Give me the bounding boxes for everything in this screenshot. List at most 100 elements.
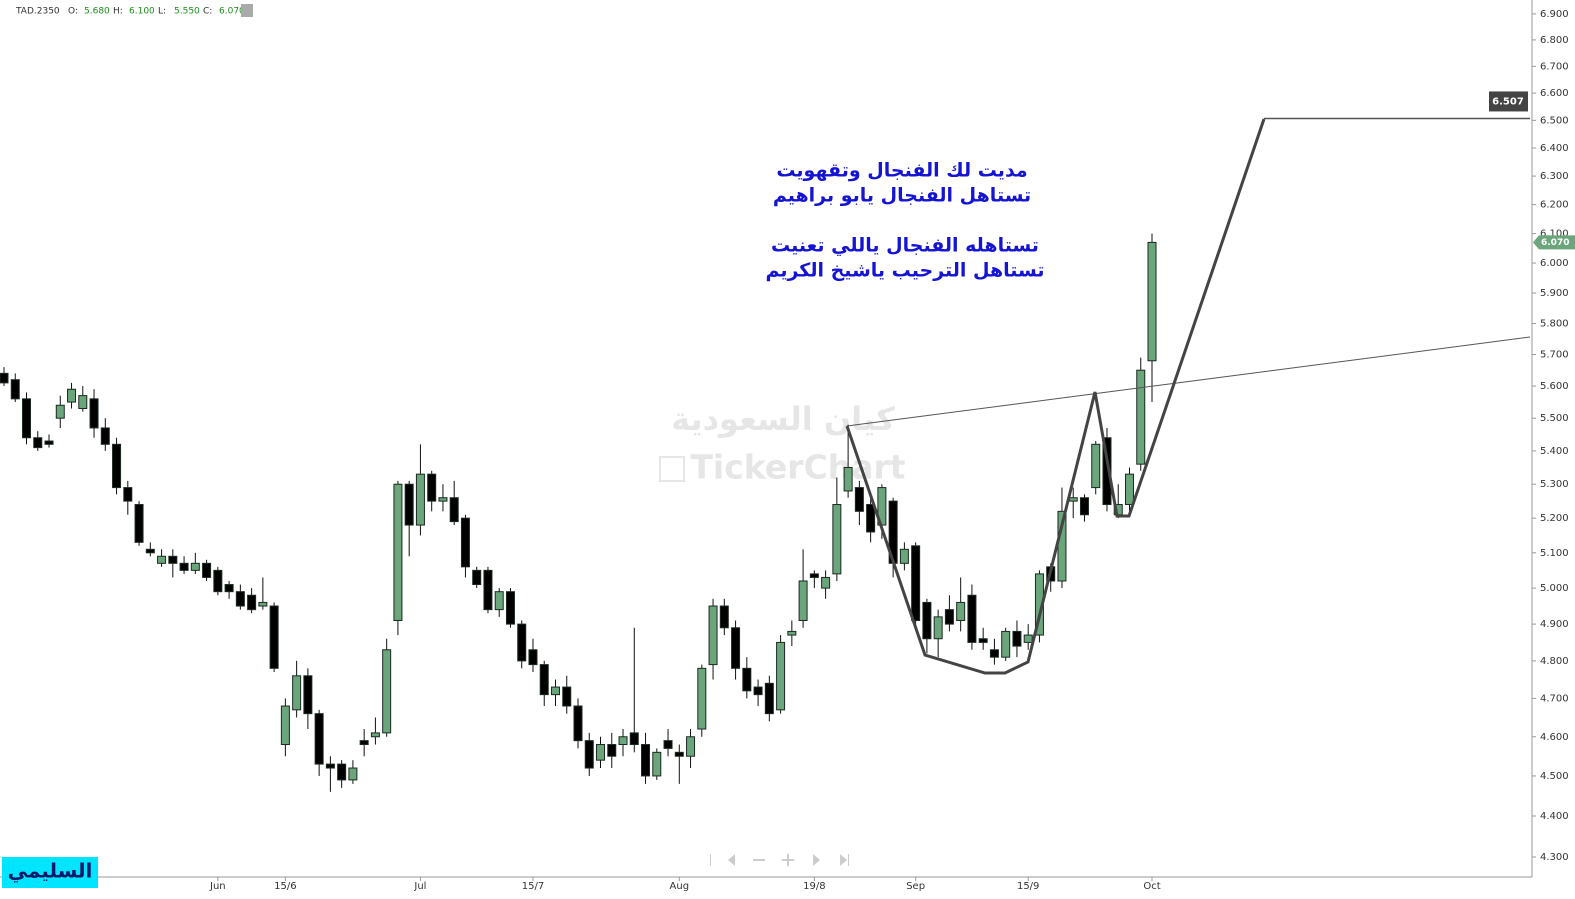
candle-body-down (168, 555, 178, 564)
legend-value: 5.550 (174, 7, 200, 17)
candle-body-down (1012, 630, 1022, 647)
candle-body-up (258, 601, 268, 607)
candle-body-up (1068, 497, 1078, 502)
candle-body-down (449, 497, 459, 523)
y-tick-label: 5.900 (1540, 288, 1569, 299)
candle-body-down (922, 601, 932, 640)
candle-body-up (697, 667, 707, 730)
candle-body-down (562, 686, 572, 707)
candle-body-down (731, 627, 741, 669)
logo: السليمي (8, 859, 93, 884)
candle-body-up (438, 497, 448, 502)
y-tick-label: 4.300 (1540, 852, 1569, 863)
candle-body-up (933, 616, 943, 640)
y-tick-label: 4.500 (1540, 771, 1569, 782)
candle-body-down (663, 740, 673, 749)
candle-body-down (719, 605, 729, 629)
candle-body-up (78, 395, 88, 409)
candle-body-up (415, 473, 425, 526)
candle-body-down (854, 487, 864, 512)
candle-body-down (314, 713, 324, 765)
y-tick-label: 5.400 (1540, 446, 1569, 457)
y-tick-label: 5.300 (1540, 479, 1569, 490)
annotation: تستاهل الفنجال يابو براهيم (773, 185, 1031, 207)
x-tick-label: 15/6 (274, 881, 296, 892)
candle-body-down (359, 740, 369, 746)
candle-body-down (573, 705, 583, 742)
candle-body-up (157, 555, 167, 564)
candle-body-up (652, 751, 662, 777)
candle-body-down (303, 675, 313, 715)
candle-body-up (708, 605, 718, 666)
candle-body-up (1136, 369, 1146, 465)
candle-body-down (742, 667, 752, 692)
y-tick-label: 4.800 (1540, 656, 1569, 667)
legend-key: O: (68, 7, 78, 17)
candle-body-up (596, 744, 606, 761)
candle-body-down (505, 591, 515, 625)
logo-box (2, 857, 98, 888)
candle-body-down (325, 763, 335, 769)
candle-body-up (1091, 443, 1101, 489)
nav-controls[interactable] (710, 854, 849, 866)
annotation: تستاهله الفنجال ياللي تعنيت (771, 235, 1039, 257)
candle-body-down (764, 682, 774, 715)
x-tick-label: 19/8 (803, 881, 825, 892)
candle-body-up (494, 591, 504, 611)
candle-body-down (247, 594, 257, 611)
symbol: TAD.2350 (15, 7, 60, 17)
candle-body-up (55, 404, 65, 419)
y-tick-label: 5.700 (1540, 350, 1569, 361)
x-tick-label: Jul (413, 881, 426, 892)
y-tick-label: 4.900 (1540, 619, 1569, 630)
candle-body-up (67, 388, 77, 403)
candle-body-up (821, 576, 831, 589)
y-tick-label: 5.200 (1540, 513, 1569, 524)
price-line-tag (1489, 91, 1528, 112)
candle-body-down (978, 638, 988, 643)
candle-body-down (235, 591, 245, 607)
x-tick-label: Aug (670, 881, 690, 892)
candle-body-down (944, 609, 954, 625)
candle-body-down (584, 740, 594, 769)
legend-value: 6.070 (219, 7, 245, 17)
y-tick-label: 6.000 (1540, 258, 1569, 269)
y-tick-label: 5.800 (1540, 319, 1569, 330)
trend-line (846, 336, 1531, 427)
annotation: تستاهل الترحيب ياشيخ الكريم (765, 260, 1044, 282)
candle-body-up (1124, 473, 1134, 506)
candle-body-down (427, 473, 437, 502)
y-tick-label: 6.900 (1540, 9, 1569, 20)
candle-body-up (1147, 241, 1157, 362)
candle-body-up (956, 601, 966, 621)
candle-body-down (483, 569, 493, 611)
y-tick-label: 5.600 (1540, 381, 1569, 392)
annotation: مديت لك الفنجال وتقهويت (776, 160, 1027, 182)
candle-body-down (517, 623, 527, 662)
candle-body-down (472, 569, 482, 586)
candle-body-down (89, 398, 99, 429)
y-tick-label: 6.500 (1540, 115, 1569, 126)
candle-body-down (145, 548, 155, 554)
y-tick-label: 4.400 (1540, 811, 1569, 822)
y-tick-label: 6.800 (1540, 35, 1569, 46)
legend-value: 5.680 (84, 7, 110, 17)
x-tick-label: Jun (209, 881, 226, 892)
candle-body-down (674, 751, 684, 757)
watermark: كيان السعودية (671, 400, 895, 438)
candle-body-up (787, 630, 797, 636)
candle-body-down (269, 605, 279, 669)
candle-body-down (460, 517, 470, 568)
candle-body-up (348, 767, 358, 781)
candle-body-down (44, 440, 54, 445)
candle-body-down (641, 744, 651, 777)
candle-body-down (629, 732, 639, 746)
x-tick-label: Oct (1143, 881, 1160, 892)
y-tick-label: 6.200 (1540, 200, 1569, 211)
y-tick-label: 6.300 (1540, 171, 1569, 182)
legend-menu[interactable] (241, 4, 253, 17)
candle-body-down (404, 483, 414, 526)
candle-body-down (123, 487, 133, 502)
